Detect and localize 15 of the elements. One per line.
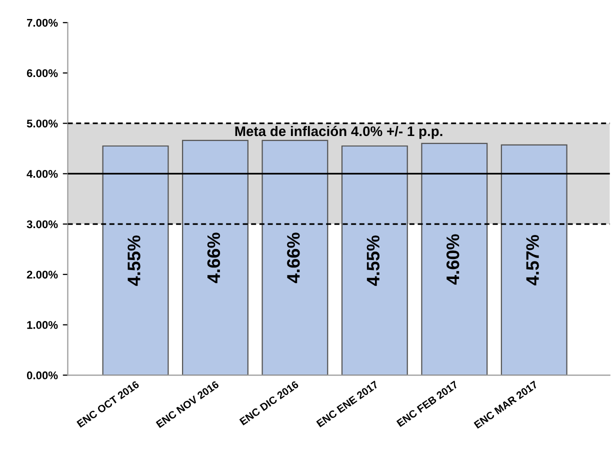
- band-label: Meta de inflación 4.0% +/- 1 p.p.: [235, 126, 442, 139]
- y-tick-label: 3.00%: [26, 220, 58, 228]
- data-label: 4.66%: [287, 232, 300, 284]
- data-label: 4.57%: [526, 234, 539, 286]
- y-tick-label: 7.00%: [27, 18, 58, 27]
- y-tick-label: 6.00%: [26, 69, 58, 78]
- data-label: 4.60%: [446, 234, 460, 285]
- y-tick-label: 1.00%: [27, 321, 58, 329]
- y-tick-label: 5.00%: [26, 120, 58, 128]
- data-label: 4.55%: [128, 235, 140, 286]
- y-tick-label: 2.00%: [26, 270, 58, 279]
- y-tick-label: 4.00%: [26, 170, 58, 178]
- y-tick-label: 0.00%: [26, 371, 58, 380]
- data-label: 4.66%: [207, 232, 220, 284]
- data-label: 4.55%: [366, 235, 380, 286]
